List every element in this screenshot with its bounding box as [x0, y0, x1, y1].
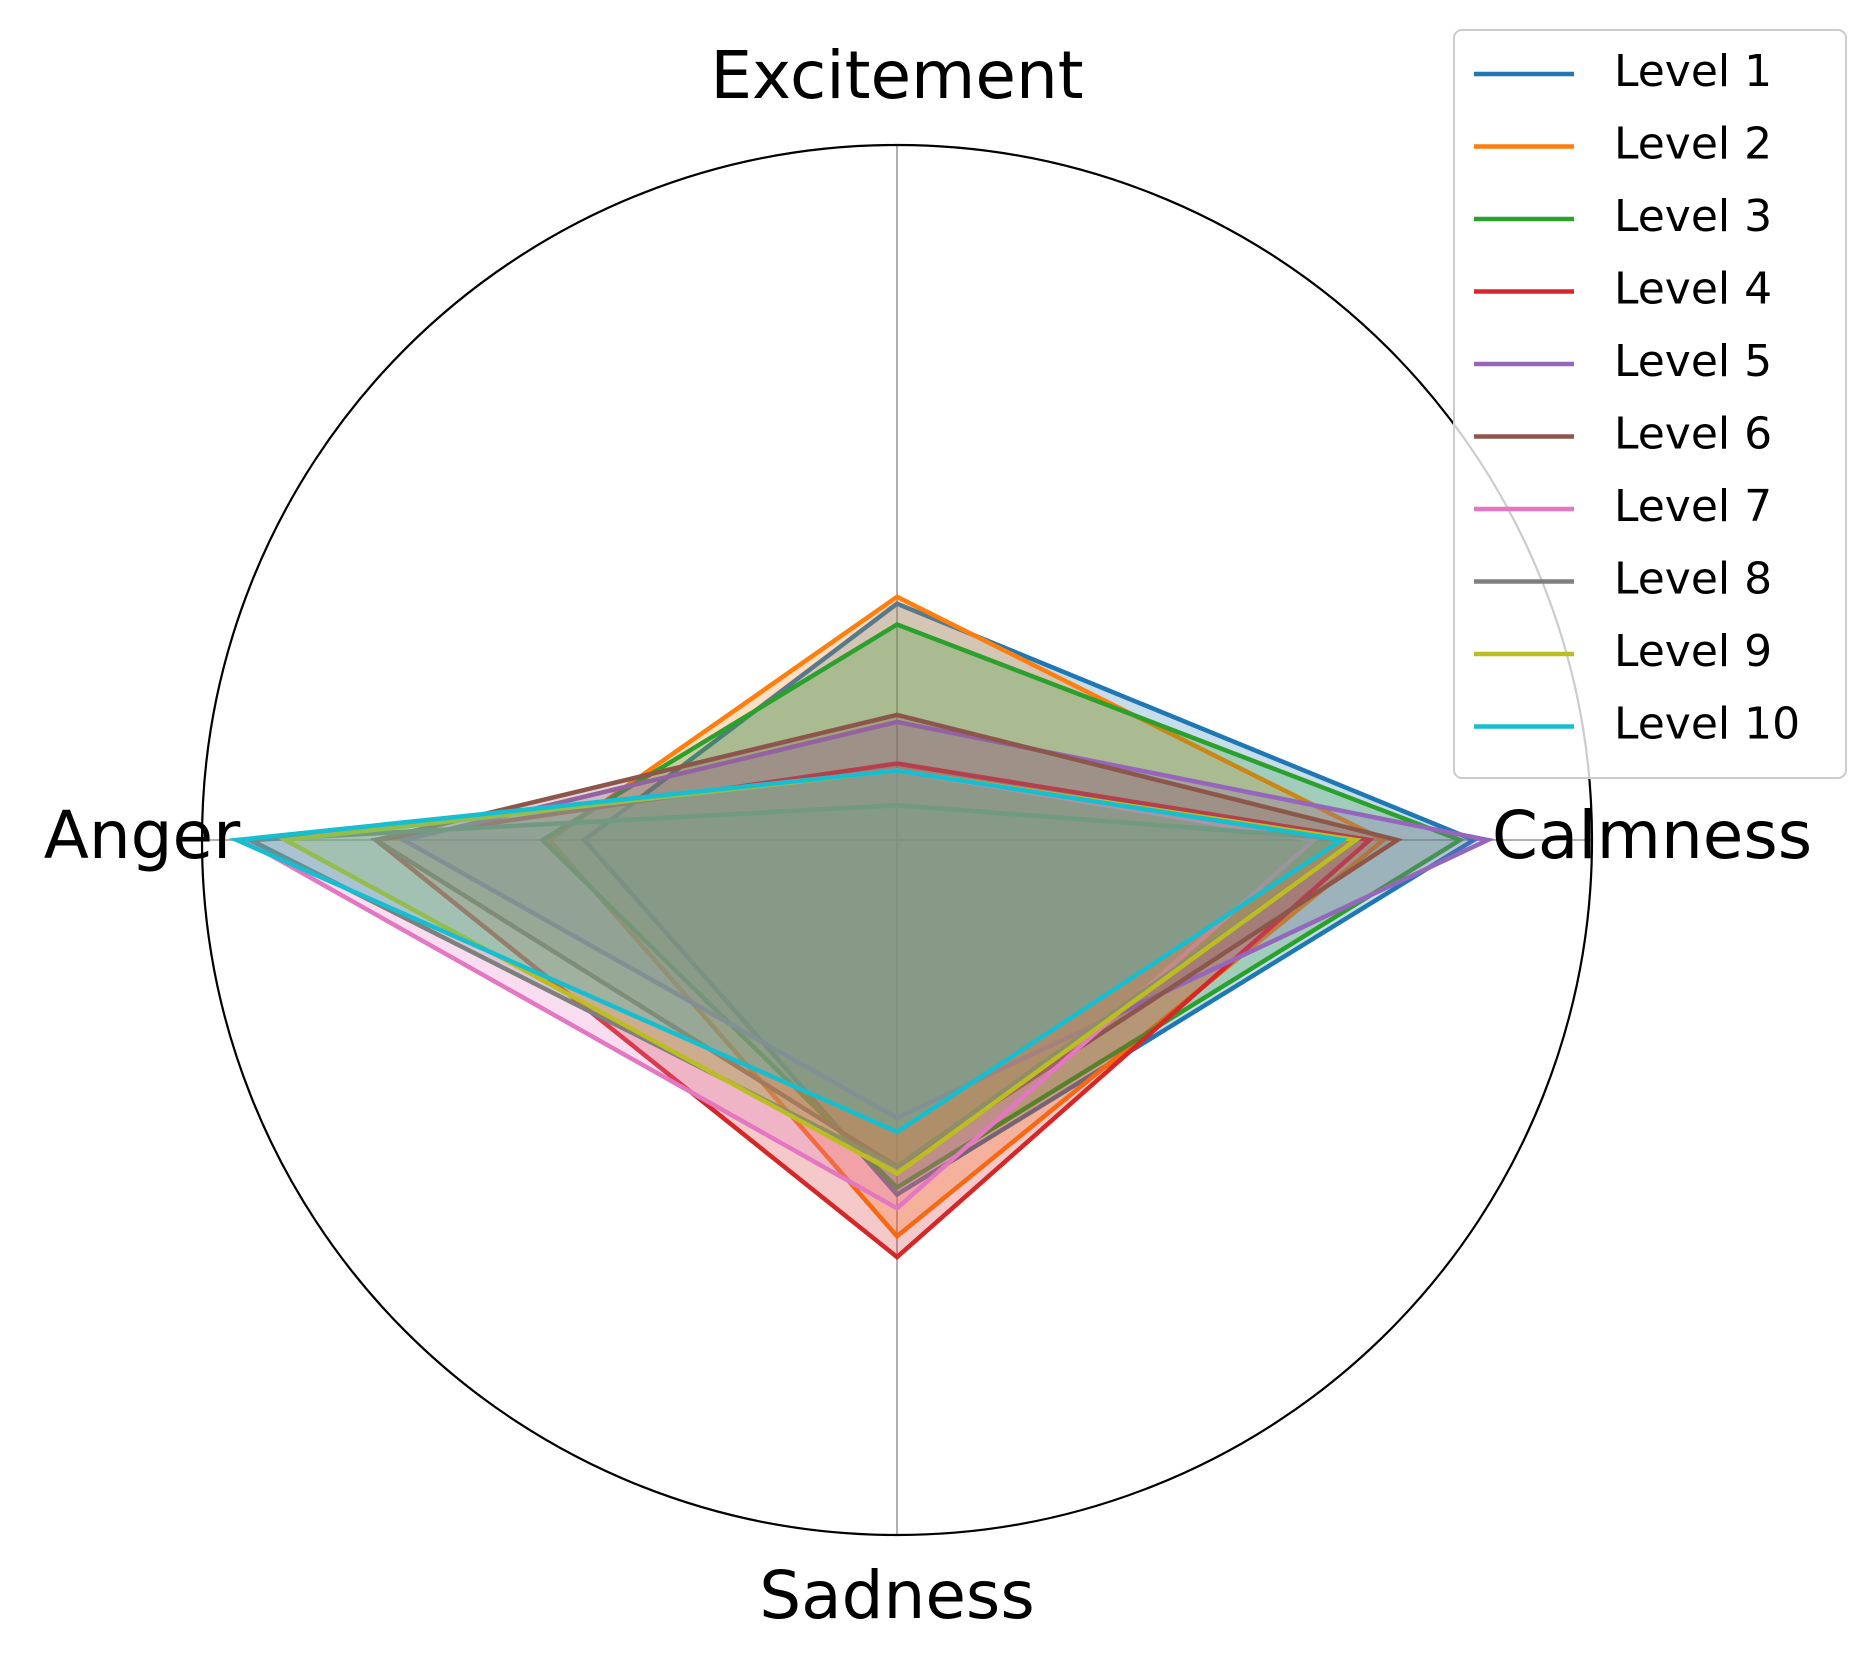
radar-line — [538, 622, 1466, 1191]
legend-label: Level 2 — [1614, 119, 1772, 170]
legend: Level 1 Level 2 Level 3 Level 4 Level 5 Level… — [1453, 29, 1847, 779]
category-label: Sadness — [759, 1557, 1034, 1634]
radar-line — [370, 761, 1375, 1260]
radar-line — [397, 719, 1495, 1121]
category-label: Calmness — [1492, 797, 1812, 874]
radar-area — [243, 770, 1315, 1209]
radar-area — [236, 770, 1342, 1132]
radar-line — [242, 803, 1363, 1170]
legend-label: Level 3 — [1614, 191, 1772, 242]
legend-label: Level 4 — [1614, 264, 1772, 315]
category-label: Anger — [44, 797, 241, 874]
radar-area — [285, 770, 1356, 1174]
category-label: Excitement — [710, 37, 1083, 114]
legend-label: Level 7 — [1614, 481, 1772, 532]
legend-label: Level 8 — [1614, 554, 1772, 605]
radar-line — [546, 594, 1388, 1240]
radar-line — [228, 768, 1348, 1135]
radar-area — [250, 805, 1356, 1167]
radar-area — [375, 714, 1398, 1167]
radar-line — [581, 601, 1479, 1198]
legend-label: Level 5 — [1614, 336, 1772, 387]
legend-label: Level 9 — [1614, 626, 1772, 677]
radar-area — [584, 603, 1474, 1195]
radar-area — [375, 763, 1370, 1257]
legend-label: Level 1 — [1614, 46, 1772, 97]
outer-circle — [200, 143, 1594, 1537]
legend-label: Level 10 — [1614, 699, 1800, 750]
legend-label: Level 6 — [1614, 409, 1772, 460]
